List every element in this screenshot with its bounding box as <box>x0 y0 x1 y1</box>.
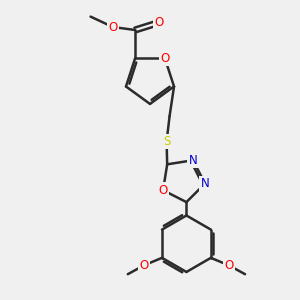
Text: O: O <box>108 20 118 34</box>
Text: O: O <box>158 184 168 197</box>
Text: O: O <box>140 259 149 272</box>
Text: O: O <box>154 16 164 29</box>
Text: O: O <box>160 52 170 65</box>
Text: O: O <box>224 259 233 272</box>
Text: S: S <box>163 135 170 148</box>
Text: N: N <box>201 177 209 190</box>
Text: N: N <box>189 154 197 167</box>
